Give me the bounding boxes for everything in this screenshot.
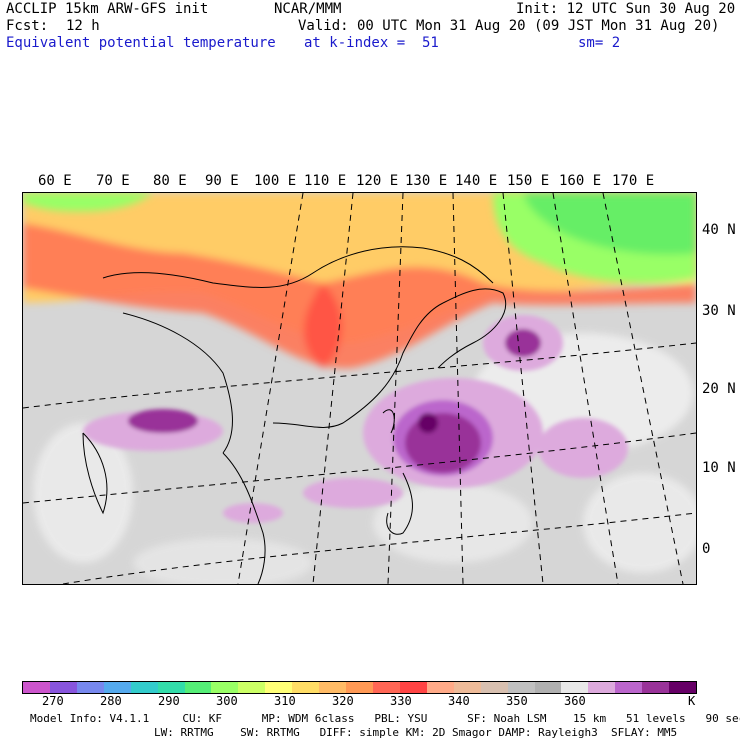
colorbar-swatch [265,682,293,693]
colorbar-tick-label: 360 [564,694,586,708]
colorbar-tick-label: 310 [274,694,296,708]
level-index: at k-index = 51 [304,35,439,51]
longitude-label: 110 E [304,173,347,189]
longitude-label: 80 E [153,173,187,189]
model-title: ACCLIP 15km ARW-GFS init [6,1,209,17]
init-time: Init: 12 UTC Sun 30 Aug 20 [516,1,736,17]
longitude-label: 60 E [38,173,72,189]
colorbar-swatch [426,682,454,693]
longitude-label: 70 E [96,173,130,189]
colorbar-tick-label: 340 [448,694,470,708]
colorbar-swatch [238,682,266,693]
latitude-label: 0 [702,541,711,557]
longitude-label: 120 E [356,173,399,189]
colorbar-swatch [49,682,77,693]
latitude-label: 10 N [702,460,736,476]
longitude-label: 100 E [254,173,297,189]
colorbar-swatch [319,682,347,693]
colorbar-tick-label: 290 [158,694,180,708]
smoothing-label: sm= 2 [578,35,621,51]
colorbar [22,681,697,694]
colorbar-swatch [453,682,481,693]
valid-time: Valid: 00 UTC Mon 31 Aug 20 (09 JST Mon … [298,18,720,34]
colorbar-tick-label: 330 [390,694,412,708]
longitude-label: 130 E [405,173,448,189]
colorbar-swatch [399,682,427,693]
forecast-label: Fcst: [6,18,49,34]
colorbar-swatch [372,682,400,693]
longitude-label: 150 E [507,173,550,189]
coastlines [82,246,507,584]
map-panel [22,192,697,585]
colorbar-swatch [211,682,239,693]
colorbar-unit: K [688,694,696,708]
colorbar-swatch [130,682,158,693]
colorbar-swatch [23,682,50,693]
graticule [23,193,696,584]
colorbar-swatch [642,682,670,693]
colorbar-swatch [534,682,562,693]
colorbar-tick-label: 320 [332,694,354,708]
colorbar-swatch [76,682,104,693]
longitude-label: 160 E [559,173,602,189]
colorbar-tick-label: 350 [506,694,528,708]
longitude-label: 140 E [455,173,498,189]
forecast-value: 12 h [66,18,100,34]
moist-regions [83,315,628,523]
field-name: Equivalent potential temperature [6,35,276,51]
footer-model-info: Model Info: V4.1.1 CU: KF MP: WDM 6class… [30,712,740,725]
latitude-label: 20 N [702,381,736,397]
cold-region [23,193,696,283]
colorbar-swatch [669,682,697,693]
colorbar-tick-label: 270 [42,694,64,708]
map-svg [23,193,696,584]
colorbar-swatch [588,682,616,693]
longitude-label: 170 E [612,173,655,189]
org-label: NCAR/MMM [274,1,342,17]
colorbar-swatch [184,682,212,693]
colorbar-tick-label: 280 [100,694,122,708]
colorbar-swatch [561,682,589,693]
colorbar-tick-label: 300 [216,694,238,708]
colorbar-swatch [507,682,535,693]
colorbar-swatch [157,682,185,693]
colorbar-swatch [103,682,131,693]
latitude-label: 30 N [702,303,736,319]
colorbar-swatch [346,682,373,693]
colorbar-swatch [615,682,643,693]
latitude-label: 40 N [702,222,736,238]
longitude-label: 90 E [205,173,239,189]
colorbar-swatch [292,682,320,693]
colorbar-swatch [480,682,508,693]
footer-physics-info: LW: RRTMG SW: RRTMG DIFF: simple KM: 2D … [154,726,678,739]
